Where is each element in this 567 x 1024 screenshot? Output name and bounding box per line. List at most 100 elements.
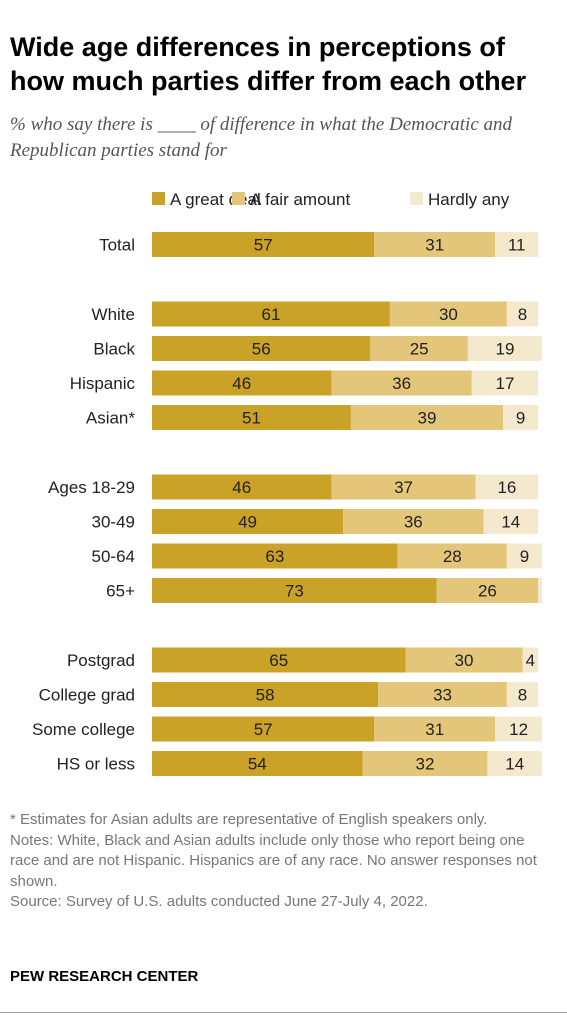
bar-college-grad-a-great-deal xyxy=(152,682,379,707)
bar-college-grad-hardly-any xyxy=(506,682,539,707)
legend-swatch-a-great-deal xyxy=(152,192,165,205)
value-label-college-grad-a-fair-amount: 33 xyxy=(433,686,452,705)
bar-asian-a-fair-amount xyxy=(350,405,503,430)
bar-50-64-a-great-deal xyxy=(152,543,398,569)
bar-50-64-hardly-any xyxy=(506,543,542,569)
value-label-50-64-a-fair-amount: 28 xyxy=(443,547,462,566)
value-label-some-college-hardly-any: 12 xyxy=(509,720,528,739)
bar-asian-a-great-deal xyxy=(152,405,351,430)
bar-65-hardly-any xyxy=(538,578,542,603)
value-label-hispanic-hardly-any: 17 xyxy=(495,374,514,393)
value-label-65-a-great-deal: 73 xyxy=(285,582,304,601)
bar-total-hardly-any xyxy=(495,232,539,257)
category-label-ages-18-29: Ages 18-29 xyxy=(48,478,135,497)
legend-swatch-hardly-any xyxy=(410,192,423,205)
bar-hs-or-less-a-great-deal xyxy=(152,751,363,776)
bar-total-a-great-deal xyxy=(152,232,375,257)
bar-some-college-a-great-deal xyxy=(152,716,375,742)
value-label-50-64-hardly-any: 9 xyxy=(520,547,529,566)
bar-white-hardly-any xyxy=(506,301,539,327)
value-label-ages-18-29-hardly-any: 16 xyxy=(497,478,516,497)
value-label-30-49-hardly-any: 14 xyxy=(501,513,520,532)
value-label-total-a-fair-amount: 31 xyxy=(425,236,444,255)
category-label-hispanic: Hispanic xyxy=(70,374,136,393)
category-label-50-64: 50-64 xyxy=(92,547,135,566)
value-label-white-a-great-deal: 61 xyxy=(261,305,280,324)
category-label-total: Total xyxy=(99,236,135,255)
bar-30-49-hardly-any xyxy=(483,509,539,534)
value-label-postgrad-a-fair-amount: 30 xyxy=(455,651,474,670)
bar-some-college-a-fair-amount xyxy=(374,716,496,742)
value-label-college-grad-a-great-deal: 58 xyxy=(256,686,275,705)
bar-postgrad-hardly-any xyxy=(522,647,539,673)
bar-hs-or-less-a-fair-amount xyxy=(362,751,488,776)
bar-postgrad-a-fair-amount xyxy=(405,647,523,673)
category-label-black: Black xyxy=(93,340,135,359)
value-label-ages-18-29-a-fair-amount: 37 xyxy=(394,478,413,497)
value-label-hs-or-less-hardly-any: 14 xyxy=(505,755,524,774)
bar-ages-18-29-a-great-deal xyxy=(152,474,332,500)
category-label-some-college: Some college xyxy=(32,720,135,739)
bar-white-a-great-deal xyxy=(152,301,390,327)
category-label-65: 65+ xyxy=(106,582,135,601)
bar-hispanic-a-fair-amount xyxy=(331,370,472,396)
bar-30-49-a-great-deal xyxy=(152,509,344,534)
value-label-postgrad-hardly-any: 4 xyxy=(526,651,535,670)
value-label-white-hardly-any: 8 xyxy=(518,305,527,324)
value-label-some-college-a-fair-amount: 31 xyxy=(425,720,444,739)
chart-notes: * Estimates for Asian adults are represe… xyxy=(10,810,555,913)
value-label-black-a-great-deal: 56 xyxy=(252,340,271,359)
value-label-college-grad-hardly-any: 8 xyxy=(518,686,527,705)
bar-white-a-fair-amount xyxy=(389,301,507,327)
bar-asian-hardly-any xyxy=(503,405,539,430)
bar-65-a-great-deal xyxy=(152,578,437,603)
bar-total-a-fair-amount xyxy=(374,232,496,257)
bar-65-a-fair-amount xyxy=(436,578,539,603)
value-label-30-49-a-fair-amount: 36 xyxy=(404,513,423,532)
category-label-30-49: 30-49 xyxy=(92,513,135,532)
asian-footnote: * Estimates for Asian adults are represe… xyxy=(10,811,488,828)
value-label-asian-a-great-deal: 51 xyxy=(242,409,261,428)
bar-30-49-a-fair-amount xyxy=(343,509,484,534)
bar-ages-18-29-a-fair-amount xyxy=(331,474,476,500)
value-label-postgrad-a-great-deal: 65 xyxy=(269,651,288,670)
value-label-65-a-fair-amount: 26 xyxy=(478,582,497,601)
value-label-hs-or-less-a-fair-amount: 32 xyxy=(416,755,435,774)
legend-label-a-great-deal: A great deal xyxy=(170,190,261,209)
category-label-white: White xyxy=(92,305,135,324)
category-label-hs-or-less: HS or less xyxy=(57,755,135,774)
bar-ages-18-29-hardly-any xyxy=(475,474,539,500)
value-label-black-hardly-any: 19 xyxy=(495,340,514,359)
source-organization: PEW RESEARCH CENTER xyxy=(10,968,199,985)
bar-black-hardly-any xyxy=(467,336,542,361)
value-label-total-hardly-any: 11 xyxy=(508,236,526,255)
value-label-some-college-a-great-deal: 57 xyxy=(254,720,273,739)
value-label-50-64-a-great-deal: 63 xyxy=(265,547,284,566)
value-label-white-a-fair-amount: 30 xyxy=(439,305,458,324)
bar-hs-or-less-hardly-any xyxy=(487,751,542,776)
category-label-asian: Asian* xyxy=(86,409,136,428)
value-label-total-a-great-deal: 57 xyxy=(254,236,273,255)
bar-hispanic-a-great-deal xyxy=(152,370,332,396)
bar-some-college-hardly-any xyxy=(495,716,542,742)
value-label-hispanic-a-great-deal: 46 xyxy=(232,374,251,393)
bar-postgrad-a-great-deal xyxy=(152,647,406,673)
chart-subtitle: % who say there is ____ of difference in… xyxy=(10,114,513,161)
chart-title: Wide age differences in perceptions of h… xyxy=(10,32,527,96)
bottom-divider xyxy=(0,1012,567,1013)
category-label-postgrad: Postgrad xyxy=(67,651,135,670)
legend-swatch-a-fair-amount xyxy=(232,192,245,205)
value-label-30-49-a-great-deal: 49 xyxy=(238,513,257,532)
value-label-hs-or-less-a-great-deal: 54 xyxy=(248,755,267,774)
bar-black-a-great-deal xyxy=(152,336,371,361)
legend-label-hardly-any: Hardly any xyxy=(428,190,510,209)
bar-50-64-a-fair-amount xyxy=(397,543,507,569)
bar-black-a-fair-amount xyxy=(370,336,468,361)
value-label-black-a-fair-amount: 25 xyxy=(410,340,429,359)
bar-college-grad-a-fair-amount xyxy=(378,682,507,707)
notes-text: Notes: White, Black and Asian adults inc… xyxy=(10,831,537,890)
category-label-college-grad: College grad xyxy=(39,686,135,705)
legend-label-a-fair-amount: A fair amount xyxy=(250,190,350,209)
bar-hispanic-hardly-any xyxy=(471,370,539,396)
